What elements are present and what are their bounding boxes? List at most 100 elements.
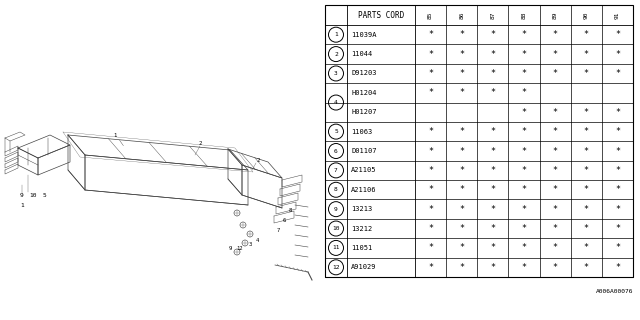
Text: *: * [615, 127, 620, 136]
Text: *: * [490, 224, 495, 233]
Text: PARTS CORD: PARTS CORD [358, 11, 404, 20]
Text: *: * [522, 224, 527, 233]
Text: 7: 7 [334, 168, 338, 173]
Text: *: * [584, 69, 589, 78]
Text: *: * [522, 244, 527, 252]
Text: *: * [553, 185, 557, 194]
Text: *: * [522, 185, 527, 194]
Text: *: * [522, 69, 527, 78]
Text: *: * [615, 244, 620, 252]
Text: *: * [553, 69, 557, 78]
Text: *: * [615, 224, 620, 233]
Text: *: * [428, 205, 433, 214]
Text: *: * [522, 166, 527, 175]
Text: *: * [584, 30, 589, 39]
Text: *: * [522, 147, 527, 156]
Text: 3: 3 [334, 71, 338, 76]
Text: 86: 86 [460, 11, 464, 19]
Text: *: * [615, 50, 620, 59]
Text: *: * [428, 166, 433, 175]
Text: *: * [428, 244, 433, 252]
Text: *: * [428, 88, 433, 97]
Text: *: * [490, 50, 495, 59]
Text: *: * [615, 166, 620, 175]
Text: 5: 5 [334, 129, 338, 134]
Text: *: * [522, 108, 527, 117]
Text: *: * [490, 205, 495, 214]
Text: 1: 1 [20, 203, 24, 207]
Text: *: * [428, 147, 433, 156]
Bar [325, 5, 633, 277]
Text: H01207: H01207 [351, 109, 376, 115]
Text: *: * [584, 205, 589, 214]
Text: *: * [615, 30, 620, 39]
Text: *: * [428, 224, 433, 233]
Text: 11044: 11044 [351, 51, 372, 57]
Text: *: * [428, 30, 433, 39]
Text: *: * [428, 50, 433, 59]
Text: 6: 6 [334, 148, 338, 154]
Text: *: * [490, 30, 495, 39]
Text: 3: 3 [248, 242, 252, 246]
Text: *: * [584, 147, 589, 156]
Text: H01204: H01204 [351, 90, 376, 96]
Text: *: * [584, 166, 589, 175]
Text: *: * [428, 263, 433, 272]
Text: *: * [584, 127, 589, 136]
Text: 11051: 11051 [351, 245, 372, 251]
Text: D01107: D01107 [351, 148, 376, 154]
Text: *: * [428, 69, 433, 78]
Text: *: * [460, 127, 464, 136]
Text: *: * [490, 147, 495, 156]
Text: 91: 91 [615, 11, 620, 19]
Text: A006A00076: A006A00076 [595, 289, 633, 294]
Text: 13213: 13213 [351, 206, 372, 212]
Text: *: * [522, 30, 527, 39]
Text: *: * [584, 185, 589, 194]
Text: *: * [522, 50, 527, 59]
Text: 11039A: 11039A [351, 32, 376, 38]
Text: *: * [428, 185, 433, 194]
Text: *: * [584, 244, 589, 252]
Text: *: * [584, 263, 589, 272]
Text: *: * [460, 224, 464, 233]
Text: *: * [553, 224, 557, 233]
Text: *: * [490, 263, 495, 272]
Text: 90: 90 [584, 11, 589, 19]
Text: 4: 4 [255, 237, 259, 243]
Text: 10: 10 [332, 226, 340, 231]
Text: *: * [490, 244, 495, 252]
Text: 11063: 11063 [351, 129, 372, 135]
Text: *: * [553, 30, 557, 39]
Text: *: * [522, 127, 527, 136]
Text: 4: 4 [334, 100, 338, 105]
Text: *: * [460, 166, 464, 175]
Text: 11: 11 [332, 245, 340, 251]
Text: *: * [553, 263, 557, 272]
Text: *: * [460, 88, 464, 97]
Text: *: * [428, 127, 433, 136]
Text: *: * [490, 69, 495, 78]
Text: *: * [553, 108, 557, 117]
Text: *: * [522, 88, 527, 97]
Text: *: * [553, 127, 557, 136]
Text: 88: 88 [522, 11, 527, 19]
Text: *: * [460, 147, 464, 156]
Text: D91203: D91203 [351, 70, 376, 76]
Text: *: * [490, 185, 495, 194]
Text: 10: 10 [29, 193, 36, 197]
Text: *: * [460, 205, 464, 214]
Text: *: * [522, 205, 527, 214]
Text: *: * [615, 185, 620, 194]
Text: 12: 12 [237, 245, 243, 251]
Text: *: * [615, 69, 620, 78]
Text: *: * [553, 205, 557, 214]
Text: *: * [460, 185, 464, 194]
Text: *: * [553, 147, 557, 156]
Text: *: * [522, 263, 527, 272]
Text: 13212: 13212 [351, 226, 372, 232]
Text: 1: 1 [113, 132, 116, 138]
Text: 9: 9 [228, 245, 232, 251]
Text: *: * [615, 263, 620, 272]
Text: *: * [584, 224, 589, 233]
